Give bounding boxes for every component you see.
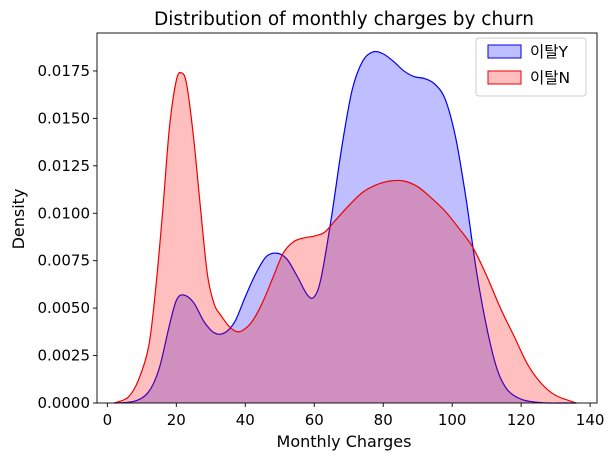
y-tick-label: 0.0150 [38, 109, 91, 127]
density-line-churn-no [114, 71, 577, 404]
y-tick-label: 0.0125 [38, 157, 91, 175]
x-tick-label: 40 [236, 411, 255, 429]
chart-title: Distribution of monthly charges by churn [154, 9, 534, 30]
x-tick-label: 120 [507, 411, 536, 429]
legend-swatch-churn-yes [487, 44, 522, 59]
legend: 이탈Y 이탈N [475, 37, 587, 97]
y-tick-label: 0.0025 [38, 347, 91, 365]
x-tick-label: 140 [576, 411, 605, 429]
legend-label-churn-no: 이탈N [530, 69, 570, 87]
x-tick-label: 20 [167, 411, 186, 429]
density-line-churn-yes [114, 50, 577, 404]
y-tick-label: 0.0075 [38, 252, 91, 270]
x-axis: 0 20 40 60 80 100 120 140 [103, 403, 605, 429]
density-area-churn-no [114, 72, 577, 403]
x-tick-label: 0 [103, 411, 113, 429]
x-axis-label: Monthly Charges [277, 432, 412, 451]
plot-frame [96, 32, 598, 404]
y-tick-label: 0.0050 [38, 299, 91, 317]
y-tick-label: 0.0100 [38, 204, 91, 222]
legend-swatch-churn-no [487, 70, 522, 85]
x-tick-label: 80 [374, 411, 393, 429]
legend-label-churn-yes: 이탈Y [530, 43, 569, 61]
legend-frame [475, 37, 587, 97]
x-tick-label: 60 [305, 411, 324, 429]
density-area-churn-yes [114, 51, 577, 404]
y-tick-label: 0.0175 [38, 62, 91, 80]
y-tick-label: 0.0000 [38, 394, 91, 412]
y-axis-label: Density [9, 189, 28, 250]
x-tick-label: 100 [438, 411, 467, 429]
y-axis: 0.0000 0.0025 0.0050 0.0075 0.0100 0.0125 0.01… [38, 62, 97, 412]
